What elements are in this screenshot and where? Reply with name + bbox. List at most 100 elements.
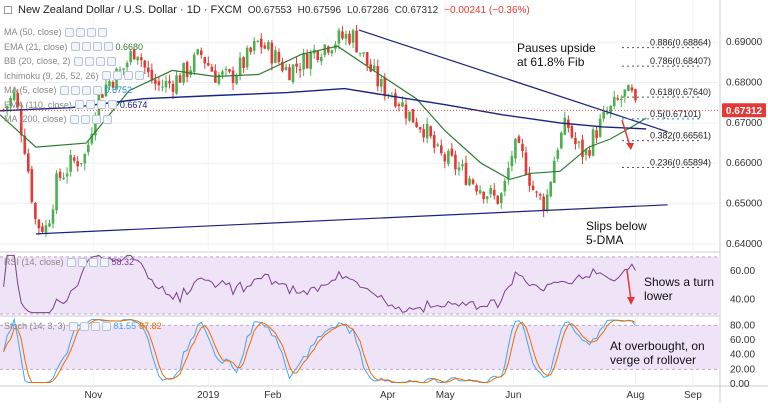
eye-icon[interactable]: [69, 114, 79, 124]
candle-body: [627, 85, 630, 92]
candle-body: [55, 173, 58, 211]
fib-label: 0.236(0.65894): [650, 158, 711, 168]
settings-icon[interactable]: [81, 42, 91, 51]
indicator-legend-value: 0.6674: [119, 99, 148, 110]
symbol-title[interactable]: New Zealand Dollar / U.S. Dollar · 1D · …: [18, 4, 242, 16]
candle-body: [245, 47, 249, 68]
settings-icon[interactable]: [112, 71, 122, 80]
candle-body: [330, 50, 334, 54]
close-icon[interactable]: [90, 321, 100, 331]
fib-label: 0.886(0.68864): [650, 38, 711, 48]
more-icon[interactable]: [97, 27, 107, 37]
candle-body: [235, 75, 238, 84]
more-icon[interactable]: [92, 85, 102, 95]
indicator-legend-row[interactable]: Ichimoku (9, 26, 52, 26): [4, 71, 147, 81]
candle-body: [379, 78, 383, 87]
candle-body: [358, 52, 362, 54]
candle-body: [337, 30, 341, 44]
close-icon[interactable]: [88, 257, 98, 267]
stoch-tick-label: 60.00: [730, 335, 755, 346]
upper-trendline: [358, 29, 668, 133]
candle-body: [376, 66, 380, 87]
candle-body: [69, 155, 72, 172]
more-icon[interactable]: [107, 100, 117, 109]
rsi-legend[interactable]: RSI (14, close) 58.32: [4, 257, 134, 267]
candle-body: [478, 190, 482, 194]
candle-body: [365, 52, 369, 66]
settings-icon[interactable]: [79, 321, 89, 331]
more-icon[interactable]: [134, 71, 144, 80]
stoch-tick-label: 40.00: [730, 350, 755, 361]
indicator-legend-row[interactable]: EMA (110, close) 0.6674: [4, 100, 147, 110]
stoch-legend[interactable]: Stoch (14, 3, 3) 81.55 87.82: [4, 321, 162, 331]
candle-body: [199, 50, 203, 55]
candle-body: [309, 51, 312, 69]
close-icon[interactable]: [96, 100, 106, 109]
settings-icon[interactable]: [70, 85, 80, 95]
candle-body: [514, 138, 517, 159]
candle-body: [510, 156, 514, 167]
price-tick-label: 0.64000: [726, 239, 763, 250]
candle-body: [492, 189, 496, 196]
eye-icon[interactable]: [59, 85, 69, 95]
candle-body: [267, 41, 270, 50]
settings-icon[interactable]: [75, 27, 85, 37]
candle-body: [630, 87, 634, 91]
candle-body: [485, 196, 489, 200]
eye-icon[interactable]: [70, 42, 80, 51]
rsi-band: [0, 256, 720, 315]
indicator-legend-label: Ichimoku (9, 26, 52, 26): [4, 70, 99, 81]
eye-icon[interactable]: [101, 71, 111, 80]
indicator-legend-row[interactable]: MA (200, close): [4, 114, 115, 124]
candle-body: [104, 84, 108, 97]
rsi-line: [3, 254, 636, 314]
more-icon[interactable]: [103, 42, 113, 51]
time-tick-label: Nov: [84, 390, 102, 401]
fib-levels: 0.886(0.68864) 0.786(0.68407) 0.618(0.6764…: [0, 38, 720, 169]
settings-icon[interactable]: [85, 100, 95, 109]
rsi-legend-value: 58.32: [111, 257, 135, 267]
candle-body: [439, 145, 443, 154]
close-icon[interactable]: [91, 114, 101, 124]
candle-body: [34, 202, 37, 219]
candle-body: [150, 69, 154, 81]
candle-body: [65, 173, 69, 177]
indicator-legend-row[interactable]: MA (5, close) 0.6752: [4, 85, 132, 95]
more-icon[interactable]: [99, 257, 109, 267]
eye-icon[interactable]: [66, 257, 76, 267]
last-price-text: 0.67312: [726, 106, 763, 117]
candle-body: [432, 135, 436, 148]
stoch-tick-label: 80.00: [730, 320, 755, 331]
eye-icon[interactable]: [68, 321, 78, 331]
candle-body: [507, 167, 510, 180]
indicator-legend-row[interactable]: BB (20, close, 2): [4, 56, 119, 66]
eye-icon[interactable]: [64, 27, 74, 37]
candle-body: [58, 171, 62, 178]
candle-body: [503, 180, 507, 192]
close-icon[interactable]: [81, 85, 91, 95]
candle-body: [252, 40, 256, 51]
eye-icon[interactable]: [74, 100, 84, 109]
candle-body: [284, 67, 288, 71]
candle-body: [224, 68, 228, 70]
close-icon[interactable]: [92, 42, 102, 51]
candle-body: [196, 49, 200, 55]
collapse-icon[interactable]: [4, 6, 12, 14]
more-icon[interactable]: [102, 114, 112, 124]
candle-body: [538, 194, 542, 196]
indicator-legend-row[interactable]: EMA (21, close) 0.6680: [4, 42, 143, 52]
candle-body: [620, 98, 623, 101]
settings-icon[interactable]: [80, 114, 90, 124]
close-icon[interactable]: [123, 71, 133, 80]
more-icon[interactable]: [106, 56, 116, 66]
indicator-legend-row[interactable]: MA (50, close): [4, 27, 110, 37]
price-tick-label: 0.68000: [726, 78, 763, 89]
settings-icon[interactable]: [77, 257, 87, 267]
close-icon[interactable]: [95, 56, 105, 66]
candle-body: [147, 67, 150, 73]
settings-icon[interactable]: [84, 56, 94, 66]
eye-icon[interactable]: [73, 56, 83, 66]
more-icon[interactable]: [101, 321, 111, 331]
close-icon[interactable]: [86, 27, 96, 37]
